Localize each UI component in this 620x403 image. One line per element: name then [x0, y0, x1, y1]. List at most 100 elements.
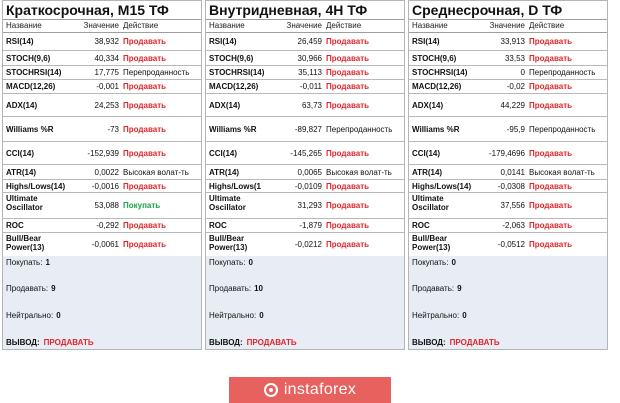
indicator-value: 0,0141 [500, 168, 525, 177]
panel-summary: Покупать: 0 Продавать: 10 Нейтрально: 0 ВЫВОД:… [206, 256, 404, 349]
indicator-action: Продавать [123, 125, 167, 134]
indicator-name: ADX(14) [412, 101, 444, 110]
neutral-count-label: Нейтрально: [209, 311, 257, 320]
indicator-name: Bull/Bear Power(13) [6, 234, 45, 252]
indicator-action: Высокая волат-ть [123, 168, 189, 177]
indicator-value: -95,9 [506, 125, 525, 134]
verdict: ВЫВОД: ПРОДАВАТЬ [209, 338, 297, 347]
table-row: ROC -0,292 Продавать [3, 219, 201, 233]
indicator-value: 30,966 [297, 54, 322, 63]
indicator-name: STOCH(9,6) [209, 54, 254, 63]
indicator-action: Перепроданность [123, 68, 190, 77]
buy-count: Покупать: 0 [412, 258, 456, 267]
table-row: Ultimate Oscillator 31,293 Продавать [206, 193, 404, 219]
indicator-value: 38,932 [94, 37, 119, 46]
indicator-value: -145,265 [290, 149, 322, 158]
indicator-action: Продавать [123, 149, 167, 158]
neutral-count-label: Нейтрально: [6, 311, 54, 320]
header-name: Название [6, 21, 42, 30]
indicator-name: STOCHRSI(14) [6, 68, 62, 77]
indicator-name: Williams %R [412, 125, 460, 134]
indicator-action: Продавать [123, 221, 167, 230]
indicator-name: Williams %R [209, 125, 257, 134]
indicator-action: Продавать [529, 37, 573, 46]
verdict-value: ПРОДАВАТЬ [246, 338, 297, 347]
verdict-value: ПРОДАВАТЬ [43, 338, 94, 347]
header-name: Название [412, 21, 448, 30]
indicator-action: Продавать [529, 240, 573, 249]
indicator-action: Высокая волат-ть [326, 168, 392, 177]
indicator-name: ADX(14) [6, 101, 38, 110]
indicator-value: -0,011 [299, 82, 322, 91]
panel-summary: Покупать: 1 Продавать: 9 Нейтрально: 0 ВЫВОД: П… [3, 256, 201, 349]
buy-count-label: Покупать: [412, 258, 449, 267]
table-row: CCI(14) -152,939 Продавать [3, 142, 201, 165]
neutral-count-value: 0 [56, 311, 61, 320]
indicator-value: -152,939 [87, 149, 119, 158]
indicator-action: Продавать [529, 82, 573, 91]
table-row: Ultimate Oscillator 37,556 Продавать [409, 193, 607, 219]
indicator-value: -0,0061 [91, 240, 119, 249]
table-row: ROC -2,063 Продавать [409, 219, 607, 233]
indicator-value: 31,293 [297, 201, 322, 210]
indicator-action: Перепроданность [529, 125, 596, 134]
sell-count-label: Продавать: [6, 284, 49, 293]
indicator-name: Highs/Lows(14) [412, 182, 472, 191]
neutral-count: Нейтрально: 0 [412, 311, 467, 320]
neutral-count: Нейтрально: 0 [209, 311, 264, 320]
indicator-name: CCI(14) [412, 149, 441, 158]
table-row: Williams %R -89,827 Перепроданность [206, 117, 404, 142]
buy-count-value: 0 [451, 258, 456, 267]
indicator-value: 53,088 [94, 201, 119, 210]
indicator-value: 0,0022 [94, 168, 119, 177]
table-row: Highs/Lows(14) -0,0016 Продавать [3, 180, 201, 193]
table-row: Ultimate Oscillator 53,088 Покупать [3, 193, 201, 219]
indicator-value: 24,253 [94, 101, 119, 110]
panel-title: Краткосрочная, M15 ТФ [6, 2, 169, 18]
header-action: Действие [123, 21, 159, 30]
indicator-name: ATR(14) [6, 168, 37, 177]
indicator-name: ATR(14) [209, 168, 240, 177]
indicator-action: Продавать [529, 149, 573, 158]
indicator-action: Продавать [326, 240, 370, 249]
indicator-value: -2,063 [502, 221, 525, 230]
table-row: Bull/Bear Power(13) -0,0212 Продавать [206, 233, 404, 257]
header-action: Действие [326, 21, 362, 30]
panel-title: Внутридневная, 4H ТФ [209, 2, 368, 18]
buy-count: Покупать: 1 [6, 258, 50, 267]
buy-count-label: Покупать: [209, 258, 246, 267]
indicator-name: STOCH(9,6) [412, 54, 457, 63]
indicator-action: Перепроданность [326, 125, 393, 134]
indicator-panel: Краткосрочная, M15 ТФ Название Значение Дей… [2, 0, 202, 350]
indicator-action: Продавать [123, 182, 167, 191]
indicator-value: -0,292 [96, 221, 119, 230]
indicator-action: Продавать [123, 240, 167, 249]
table-row: ADX(14) 24,253 Продавать [3, 94, 201, 117]
table-row: MACD(12,26) -0,001 Продавать [3, 80, 201, 94]
indicator-value: -1,879 [299, 221, 322, 230]
indicator-name: RSI(14) [209, 37, 237, 46]
indicator-action: Продавать [529, 182, 573, 191]
table-row: Highs/Lows(14) -0,0308 Продавать [409, 180, 607, 193]
table-row: ADX(14) 63,73 Продавать [206, 94, 404, 117]
sell-count: Продавать: 9 [6, 284, 56, 293]
indicator-name: RSI(14) [6, 37, 34, 46]
table-row: STOCHRSI(14) 0 Перепроданность [409, 66, 607, 80]
neutral-count: Нейтрально: 0 [6, 311, 61, 320]
panel-title: Среднесрочная, D ТФ [412, 2, 563, 18]
indicator-name: Bull/Bear Power(13) [412, 234, 451, 252]
indicator-value: 0 [520, 68, 525, 77]
indicator-value: -73 [107, 125, 119, 134]
sell-count-value: 10 [254, 284, 263, 293]
neutral-count-label: Нейтрально: [412, 311, 460, 320]
indicator-value: -179,4696 [488, 149, 525, 158]
indicator-value: -0,02 [506, 82, 525, 91]
table-row: CCI(14) -145,265 Продавать [206, 142, 404, 165]
brand-banner[interactable]: instaforex [229, 377, 391, 403]
indicator-value: -0,0512 [497, 240, 525, 249]
indicator-action: Продавать [326, 82, 370, 91]
header-name: Название [209, 21, 245, 30]
verdict-value: ПРОДАВАТЬ [449, 338, 500, 347]
indicator-name: Highs/Lows(14) [6, 182, 66, 191]
sell-count-label: Продавать: [412, 284, 455, 293]
